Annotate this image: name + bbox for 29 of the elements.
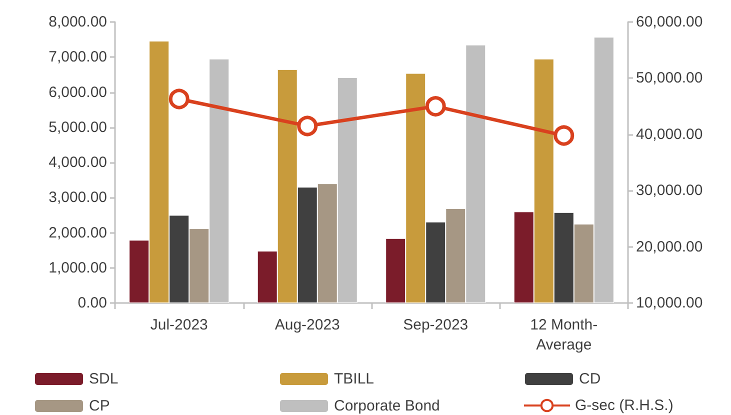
legend-label: CD	[579, 370, 601, 388]
y2-tick-label: 10,000.00	[636, 294, 703, 312]
point	[554, 125, 574, 146]
y2-tick-label: 50,000.00	[636, 70, 703, 87]
point	[168, 88, 190, 110]
y-tick-label: 5,000.00	[48, 118, 107, 136]
y-tick-label: 2,000.00	[48, 224, 107, 242]
x-tick-label: Sep-2023	[403, 316, 468, 334]
x-tick-label: 12 Month-Average	[530, 316, 598, 354]
x-tick-label: Jul-2023	[150, 316, 208, 334]
legend-label: TBILL	[334, 370, 374, 388]
legend-label: Corporate Bond	[334, 398, 440, 414]
y-tick-label: 7,000.00	[48, 48, 107, 66]
y-tick-label: 8,000.00	[48, 14, 107, 30]
y2-tick-label: 60,000.00	[636, 14, 703, 30]
point	[425, 96, 446, 117]
y-tick-label: 1,000.00	[48, 259, 107, 276]
y-tick-label: 0.00	[78, 294, 107, 312]
y2-tick-label: 40,000.00	[636, 126, 703, 143]
y2-tick-label: 20,000.00	[636, 238, 703, 256]
y-tick-label: 4,000.00	[48, 154, 107, 171]
legend-label: SDL	[89, 370, 118, 388]
y2-tick-label: 30,000.00	[636, 182, 703, 200]
y-tick-label: 6,000.00	[48, 84, 107, 101]
y-tick-label: 3,000.00	[48, 189, 107, 206]
legend-label: G-sec (R.H.S.)	[575, 397, 674, 414]
legend-label: CP	[89, 398, 110, 414]
point	[297, 116, 318, 136]
x-tick-label: Aug-2023	[274, 316, 340, 334]
